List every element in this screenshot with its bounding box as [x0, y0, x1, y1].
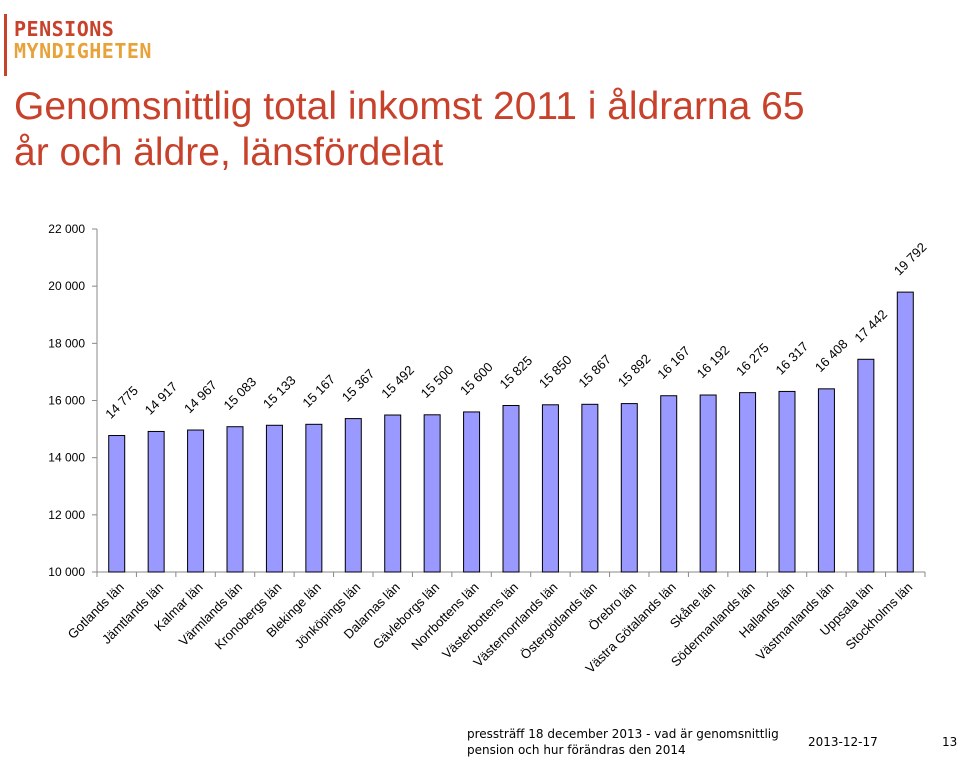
bar: [423, 414, 441, 573]
bar: [305, 423, 323, 573]
data-label: 14 775: [102, 383, 141, 422]
bar: [147, 430, 165, 573]
data-label: 19 792: [891, 240, 930, 279]
bar: [541, 404, 559, 573]
logo-bar: [4, 14, 7, 76]
footer-text: pressträff 18 december 2013 - vad är gen…: [467, 727, 779, 757]
bar: [739, 392, 757, 573]
bar: [778, 390, 796, 573]
data-label: 14 917: [142, 379, 181, 418]
slide-title: Genomsnittlig total inkomst 2011 i åldra…: [14, 85, 805, 174]
data-label: 14 967: [181, 377, 220, 416]
bar: [463, 411, 481, 573]
page-number: 13: [942, 735, 958, 749]
y-tick-label: 20 000: [48, 279, 85, 293]
data-label: 16 408: [812, 336, 851, 375]
bar: [265, 424, 283, 573]
bar: [857, 358, 875, 573]
y-tick-label: 16 000: [48, 394, 85, 408]
data-label: 17 442: [851, 307, 890, 346]
bar: [581, 403, 599, 573]
bar: [187, 429, 205, 573]
bar: [384, 414, 402, 573]
data-label: 15 850: [536, 352, 575, 391]
bar: [502, 405, 520, 573]
data-label: 16 167: [654, 343, 693, 382]
data-label: 15 367: [339, 366, 378, 405]
logo-line-2: MYNDIGHETEN: [14, 39, 152, 63]
data-label: 15 133: [260, 373, 299, 412]
data-label: 15 500: [418, 362, 457, 401]
bar: [620, 403, 638, 573]
y-tick-label: 14 000: [48, 451, 85, 465]
bar: [699, 394, 717, 573]
data-label: 16 192: [694, 342, 733, 381]
y-tick-label: 12 000: [48, 508, 85, 522]
bar: [896, 291, 914, 573]
data-label: 15 083: [221, 374, 260, 413]
data-label: 15 167: [299, 372, 338, 411]
y-tick-label: 22 000: [48, 222, 85, 236]
y-tick-label: 18 000: [48, 336, 85, 350]
data-label: 15 825: [497, 353, 536, 392]
data-label: 15 492: [378, 362, 417, 401]
pensionsmyndigheten-logo: PENSIONS MYNDIGHETEN: [14, 18, 152, 62]
data-label: 15 867: [575, 352, 614, 391]
bar: [660, 395, 678, 573]
bar: [226, 426, 244, 573]
bar: [108, 435, 126, 573]
footer-date: 2013-12-17: [808, 735, 878, 749]
data-label: 16 317: [773, 339, 812, 378]
logo-line-1: PENSIONS: [14, 17, 115, 41]
bar: [344, 418, 362, 573]
data-label: 15 892: [615, 351, 654, 390]
bar: [817, 388, 835, 573]
y-tick-label: 10 000: [48, 565, 85, 579]
data-label: 16 275: [733, 340, 772, 379]
data-label: 15 600: [457, 359, 496, 398]
